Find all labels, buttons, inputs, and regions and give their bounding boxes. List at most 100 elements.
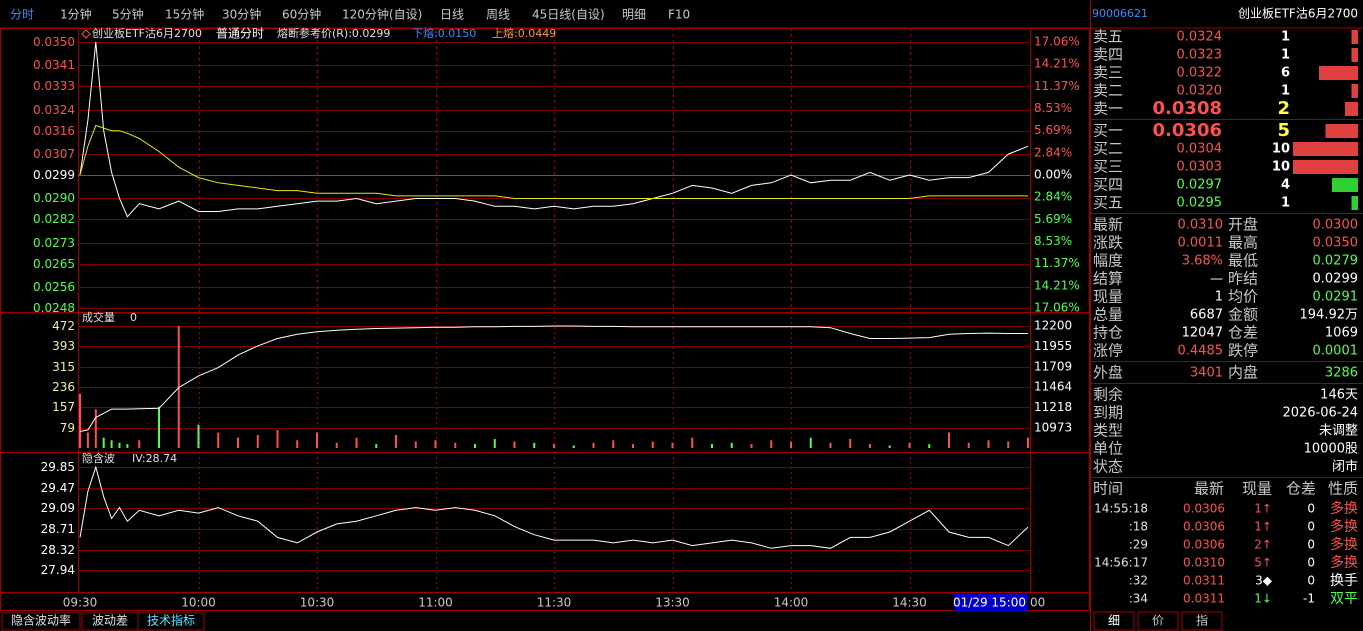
volume-bar [217, 432, 220, 448]
trade-price: 0.0311 [1183, 574, 1225, 588]
stat-value: 0.0279 [1313, 254, 1359, 269]
volume-bar [474, 444, 476, 448]
x-tick-label: 10:30 [300, 596, 335, 610]
y2-tick-label: 2.84% [1034, 190, 1072, 204]
tab[interactable]: 120分钟(自设) [342, 7, 422, 22]
volume-bar [118, 442, 121, 448]
tab[interactable]: F10 [668, 8, 690, 22]
trade-qty: 2↑ [1254, 538, 1272, 552]
y-tick-label: 27.94 [41, 563, 75, 577]
stat-label: 现量 [1093, 288, 1123, 306]
volume-bar [454, 442, 457, 448]
stat-value: 0.0310 [1178, 218, 1224, 233]
y2-tick-label: 11.37% [1034, 79, 1080, 93]
y2-tick-label: 17.06% [1034, 301, 1080, 315]
y-tick-label: 0.0256 [33, 280, 75, 294]
volume-bar [256, 435, 259, 448]
volume-bar [110, 440, 113, 448]
volume-bar [138, 440, 141, 448]
side-tab[interactable] [1181, 611, 1223, 631]
book-label: 卖四 [1093, 46, 1123, 64]
y-tick-label: 0.0324 [33, 103, 75, 117]
volume-bar [414, 441, 417, 448]
mode[interactable]: 普通分时 [216, 27, 264, 41]
y2-tick-label: 8.53% [1034, 234, 1072, 248]
info-value: 闭市 [1332, 459, 1358, 475]
stat-value: 0.0001 [1313, 344, 1359, 359]
tab-label[interactable]: 技术指标 [147, 613, 195, 628]
side-tab-label[interactable]: 细 [1108, 614, 1120, 628]
stat-label: 结算 [1093, 270, 1123, 288]
trade-time: 14:55:18 [1094, 502, 1148, 516]
stat-value: 1069 [1325, 326, 1358, 341]
y2-tick-label: 8.53% [1034, 101, 1072, 115]
volume-bar [671, 442, 674, 448]
depth-bar [1325, 124, 1358, 138]
upper-limit: 上熔:0.0449 [492, 26, 556, 40]
trade-diff: 0 [1307, 538, 1315, 552]
y-tick-label: 157 [52, 400, 75, 414]
tab[interactable]: 日线 [440, 8, 464, 22]
tab[interactable]: 15分钟 [165, 7, 204, 22]
trade-time: :29 [1129, 538, 1148, 552]
volume-bar [572, 445, 575, 448]
y-tick-label: 472 [52, 319, 75, 333]
y-tick-label: 28.32 [41, 543, 75, 557]
tab[interactable]: 30分钟 [222, 7, 261, 22]
side-tab[interactable] [1093, 611, 1135, 631]
volume-bar [493, 438, 496, 448]
volume-bar [711, 444, 713, 448]
book-qty: 1 [1281, 84, 1290, 99]
iv-value: IV:28.74 [132, 452, 177, 465]
y2-tick-label: 11955 [1034, 339, 1072, 353]
book-price: 0.0322 [1177, 66, 1223, 81]
y2-tick-label: 17.06% [1034, 35, 1080, 49]
side-tab[interactable] [1137, 611, 1179, 631]
depth-bar [1351, 48, 1358, 62]
tab[interactable] [1, 612, 81, 631]
stat-value: 3.68% [1182, 254, 1223, 269]
tab[interactable]: 周线 [486, 8, 510, 22]
volume-bar [770, 440, 773, 448]
book-price: 0.0320 [1177, 84, 1223, 99]
trade-time: :18 [1129, 520, 1148, 534]
y2-tick-label: 0.00% [1034, 168, 1072, 182]
book-qty: 2 [1277, 98, 1290, 119]
stat-label: 涨停 [1093, 342, 1123, 360]
tab[interactable]: 分时 [10, 8, 34, 22]
depth-bar [1319, 66, 1358, 80]
y-tick-label: 0.0341 [33, 58, 75, 72]
volume-bar [197, 424, 200, 448]
stat-value: 0.0299 [1313, 272, 1359, 287]
side-tab-label[interactable]: 价 [1152, 614, 1164, 628]
y2-tick-label: 11.37% [1034, 256, 1080, 270]
volume-bar [395, 435, 397, 448]
series-line [79, 124, 1028, 199]
x-tick-label: 13:30 [655, 596, 690, 610]
book-label: 买四 [1093, 176, 1123, 194]
tab[interactable]: 45日线(自设) [532, 8, 605, 22]
tab[interactable]: 60分钟 [282, 7, 321, 22]
info-label: 状态 [1093, 458, 1123, 476]
volume-bar [375, 444, 378, 448]
volume-bar [730, 442, 733, 448]
trade-qty: 5↑ [1254, 556, 1272, 570]
side-tab-label[interactable]: 指 [1196, 613, 1208, 628]
volume-bar [612, 440, 615, 448]
tab[interactable]: 1分钟 [60, 7, 92, 22]
y-tick-label: 0.0290 [33, 191, 75, 205]
tab[interactable]: 明细 [622, 8, 646, 22]
stat-value: 3401 [1190, 366, 1223, 381]
tab[interactable]: 5分钟 [112, 7, 144, 22]
tab-label[interactable]: 隐含波动率 [11, 613, 71, 628]
volume-bar [1027, 437, 1029, 448]
lower-limit: 下熔:0.0150 [412, 26, 476, 40]
tab-label[interactable]: 波动差 [92, 614, 128, 628]
volume-bar [553, 444, 555, 448]
trades-header: 仓差 [1286, 480, 1316, 498]
stat-label: 外盘 [1093, 364, 1123, 382]
y-tick-label: 315 [52, 360, 75, 374]
trade-diff: 0 [1307, 574, 1315, 588]
tab[interactable] [137, 612, 205, 631]
volume-bar [888, 445, 891, 448]
